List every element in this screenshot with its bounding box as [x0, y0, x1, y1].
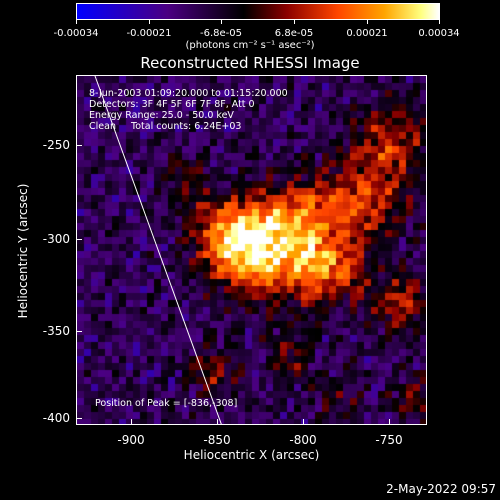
colorbar-units: (photons cm⁻² s⁻¹ asec⁻²): [185, 40, 315, 51]
info-time-range: 8-Jun-2003 01:09:20.000 to 01:15:20.000: [89, 88, 288, 99]
plot-title: Reconstructed RHESSI Image: [140, 54, 360, 72]
image-plot: 8-Jun-2003 01:09:20.000 to 01:15:20.000 …: [76, 75, 427, 425]
peak-position: Position of Peak = [-836,-308]: [95, 398, 238, 409]
info-energy-range: Energy Range: 25.0 - 50.0 keV: [89, 110, 234, 121]
colorbar-gradient: [77, 4, 439, 19]
info-counts: Clean Total counts: 6.24E+03: [89, 121, 242, 132]
timestamp: 2-May-2022 09:57: [386, 482, 496, 496]
limb-line: [94, 76, 222, 424]
x-tick-label: -900: [117, 433, 145, 447]
x-axis-label: Heliocentric X (arcsec): [183, 448, 320, 462]
colorbar-tick: -0.00021: [126, 28, 172, 39]
y-tick-label: -400: [42, 411, 70, 425]
colorbar-tick: 0.00034: [418, 28, 460, 39]
colorbar-tick: -0.00034: [53, 28, 99, 39]
y-tick-label: -250: [42, 138, 70, 152]
x-tick-label: -750: [375, 433, 403, 447]
y-axis-label: Heliocentric Y (arcsec): [16, 183, 30, 319]
colorbar-tick: 0.00021: [346, 28, 388, 39]
x-tick-label: -800: [289, 433, 317, 447]
colorbar: [76, 3, 440, 20]
y-tick-label: -350: [42, 324, 70, 338]
x-tick-label: -850: [203, 433, 231, 447]
colorbar-tick: -6.8e-05: [200, 28, 242, 39]
colorbar-tick: 6.8e-05: [274, 28, 314, 39]
heatmap-image: [77, 76, 426, 424]
info-detectors: Detectors: 3F 4F 5F 6F 7F 8F, Att 0: [89, 99, 255, 110]
y-tick-label: -300: [42, 232, 70, 246]
